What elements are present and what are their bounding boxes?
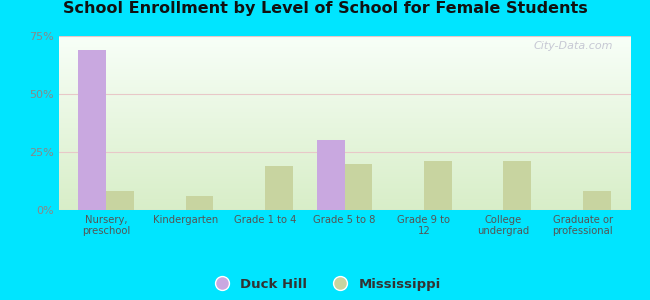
Bar (186, 196, 213, 210)
Bar (265, 166, 293, 210)
Bar (344, 164, 372, 210)
Bar (503, 161, 531, 210)
Bar (583, 191, 610, 210)
Text: City-Data.com: City-Data.com (534, 41, 614, 51)
Bar (424, 161, 452, 210)
Bar (79, 50, 106, 210)
Bar (317, 140, 345, 210)
Text: School Enrollment by Level of School for Female Students: School Enrollment by Level of School for… (62, 2, 588, 16)
Bar (106, 191, 134, 210)
Legend: Duck Hill, Mississippi: Duck Hill, Mississippi (206, 275, 444, 293)
